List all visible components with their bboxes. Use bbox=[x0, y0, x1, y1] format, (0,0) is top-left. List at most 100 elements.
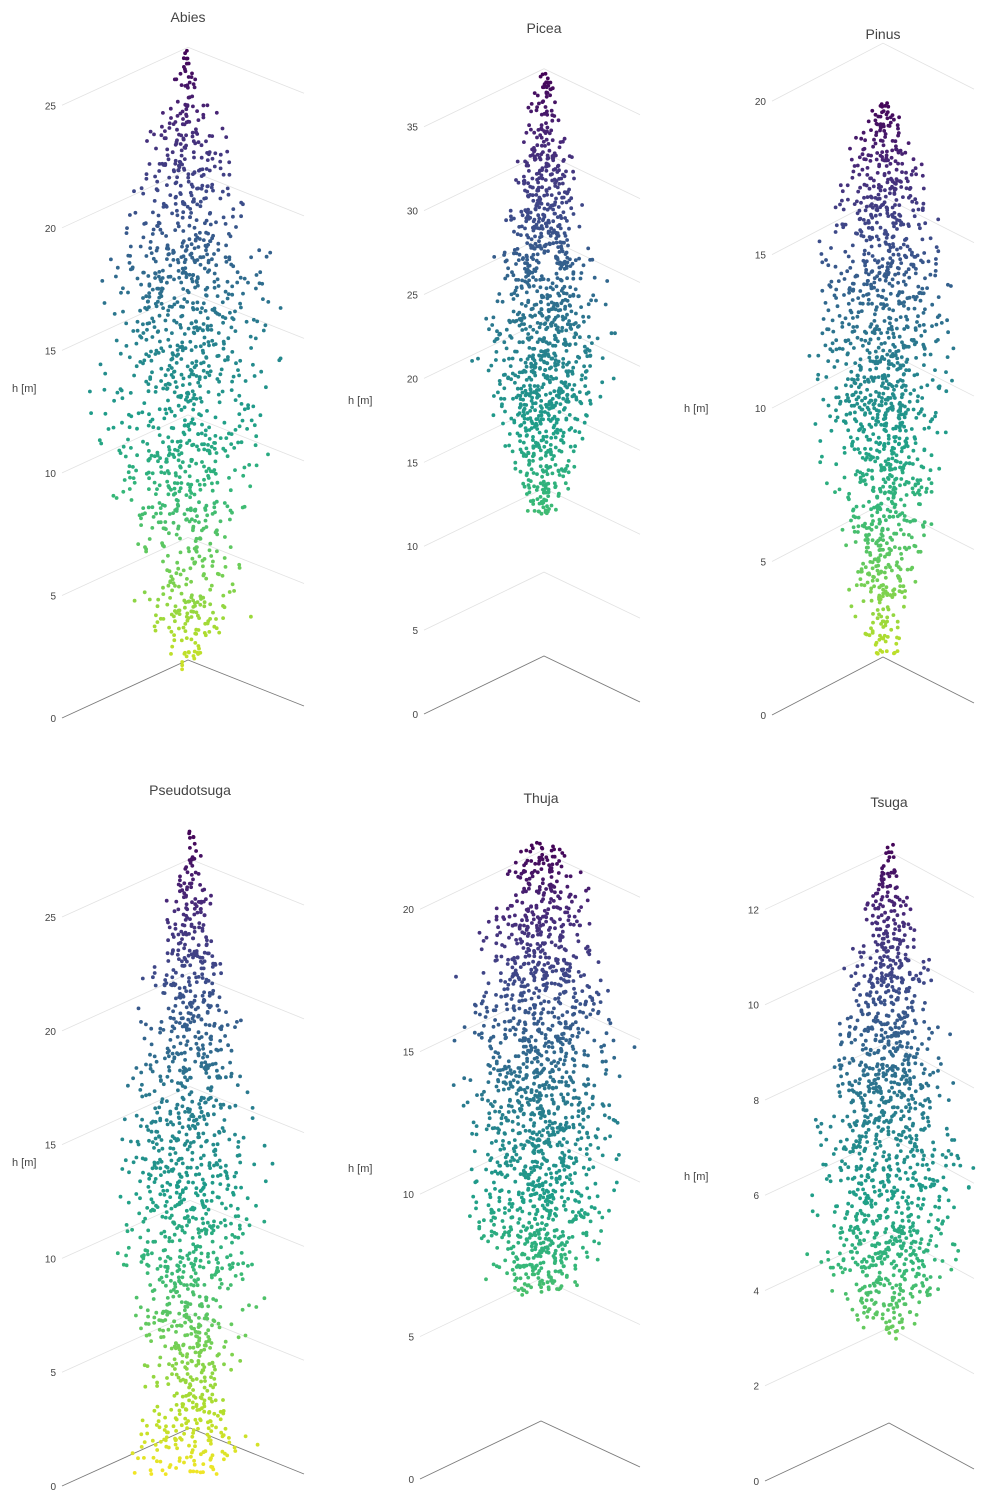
data-point bbox=[949, 284, 953, 288]
data-point bbox=[172, 302, 177, 307]
data-point bbox=[557, 182, 562, 186]
data-point bbox=[509, 214, 513, 219]
data-point bbox=[191, 1469, 196, 1474]
data-point bbox=[839, 271, 844, 276]
data-point bbox=[820, 260, 825, 265]
data-point bbox=[160, 1097, 165, 1101]
data-point bbox=[541, 434, 546, 439]
data-point bbox=[922, 520, 927, 525]
data-point bbox=[152, 1089, 157, 1093]
data-point bbox=[492, 339, 497, 344]
data-point bbox=[522, 140, 526, 145]
data-point bbox=[521, 481, 526, 486]
data-point bbox=[929, 490, 934, 494]
data-point bbox=[235, 1020, 239, 1024]
data-point bbox=[195, 1469, 199, 1474]
data-point bbox=[524, 429, 528, 433]
data-point bbox=[860, 152, 865, 157]
data-point bbox=[245, 427, 250, 431]
data-point bbox=[531, 502, 536, 506]
data-point bbox=[858, 476, 863, 481]
data-point bbox=[555, 339, 560, 344]
data-point bbox=[900, 470, 905, 475]
data-point bbox=[870, 578, 875, 583]
data-point bbox=[190, 1099, 195, 1104]
data-point bbox=[192, 85, 197, 90]
data-point bbox=[542, 249, 547, 254]
data-point bbox=[137, 1211, 142, 1216]
data-point bbox=[532, 130, 537, 135]
data-point bbox=[897, 416, 902, 421]
data-point bbox=[531, 444, 536, 449]
data-point bbox=[556, 224, 560, 229]
data-point bbox=[174, 1161, 179, 1166]
data-point bbox=[136, 1142, 141, 1147]
data-point bbox=[120, 420, 124, 425]
grid-line bbox=[61, 414, 305, 474]
data-point bbox=[165, 459, 169, 464]
data-point bbox=[544, 440, 549, 444]
data-point bbox=[180, 1225, 184, 1229]
data-point bbox=[210, 1239, 215, 1244]
data-point bbox=[609, 331, 614, 336]
data-point bbox=[200, 348, 205, 353]
data-point bbox=[538, 277, 543, 282]
data-point bbox=[533, 401, 538, 406]
data-point bbox=[151, 1455, 156, 1460]
data-point bbox=[187, 1251, 192, 1256]
data-point bbox=[183, 1058, 188, 1062]
data-point bbox=[515, 293, 520, 298]
data-point bbox=[209, 893, 213, 898]
data-point bbox=[541, 479, 546, 484]
data-point bbox=[183, 1075, 187, 1080]
data-point bbox=[833, 490, 837, 494]
data-point bbox=[849, 518, 853, 523]
data-point bbox=[560, 298, 565, 303]
data-point bbox=[210, 1323, 214, 1328]
data-point bbox=[539, 246, 544, 251]
data-point bbox=[188, 983, 192, 987]
data-point bbox=[215, 480, 220, 485]
data-point bbox=[169, 1278, 173, 1283]
data-point bbox=[859, 309, 864, 313]
data-point bbox=[180, 888, 185, 893]
data-point bbox=[588, 354, 593, 358]
data-point bbox=[571, 276, 576, 281]
data-point bbox=[522, 384, 526, 388]
data-point bbox=[185, 1165, 190, 1170]
data-point bbox=[512, 291, 517, 295]
data-point bbox=[866, 377, 870, 382]
data-point bbox=[555, 303, 560, 308]
data-point bbox=[846, 396, 850, 400]
data-point bbox=[887, 170, 891, 175]
data-point bbox=[879, 342, 884, 346]
data-point bbox=[563, 380, 568, 385]
data-point bbox=[525, 509, 530, 513]
data-point bbox=[214, 1047, 219, 1052]
data-point bbox=[141, 1219, 146, 1224]
data-point bbox=[228, 508, 233, 513]
data-point bbox=[157, 407, 162, 412]
data-point bbox=[161, 1082, 166, 1087]
data-point bbox=[206, 390, 211, 394]
data-point bbox=[183, 1416, 188, 1421]
data-point bbox=[919, 162, 924, 167]
data-point bbox=[194, 397, 199, 401]
data-point bbox=[138, 308, 143, 313]
data-point bbox=[139, 1070, 144, 1075]
data-point bbox=[175, 99, 180, 104]
data-point bbox=[169, 1120, 173, 1125]
data-point bbox=[879, 622, 883, 626]
data-point bbox=[169, 1346, 174, 1351]
data-point bbox=[146, 299, 151, 304]
data-point bbox=[115, 265, 120, 270]
data-point bbox=[185, 507, 190, 512]
data-point bbox=[533, 207, 538, 211]
data-point bbox=[196, 1359, 201, 1363]
data-point bbox=[156, 597, 161, 602]
data-point bbox=[197, 554, 202, 559]
data-point bbox=[180, 1104, 185, 1109]
data-point bbox=[157, 295, 162, 300]
data-point bbox=[156, 213, 161, 218]
data-point bbox=[502, 340, 507, 345]
